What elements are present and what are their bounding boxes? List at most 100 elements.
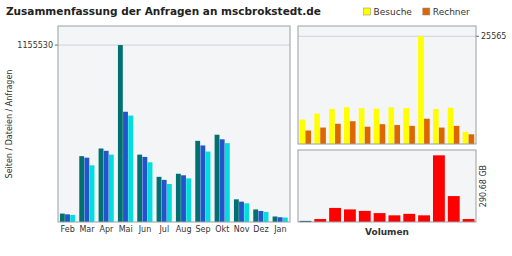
title: Zusammenfassung der Anfragen an mscbroks… xyxy=(6,5,321,17)
x-tick-label: Jan xyxy=(273,225,286,234)
bar xyxy=(162,180,167,222)
bar xyxy=(418,215,430,222)
legend-label: Besuche xyxy=(374,7,413,17)
bar xyxy=(234,199,239,222)
bar xyxy=(359,108,365,144)
bar xyxy=(123,112,128,222)
bar xyxy=(409,126,415,144)
bar xyxy=(70,215,75,222)
bar xyxy=(403,214,415,222)
bar xyxy=(350,121,356,144)
bar xyxy=(206,152,211,222)
x-tick-label: Feb xyxy=(61,225,75,234)
x-tick-label: Mar xyxy=(79,225,95,234)
bar xyxy=(335,124,341,144)
bar xyxy=(403,108,409,144)
chart-root: 1155530 Feb Mar Apr Mai Jun Jul AugSep Okt NovDez… xyxy=(0,0,512,256)
x-tick-label: Mai xyxy=(119,225,133,234)
grid-line xyxy=(298,36,476,37)
bar xyxy=(329,208,341,222)
bar xyxy=(200,145,205,222)
bar xyxy=(148,162,153,222)
y-axis-label: 290.68 GB xyxy=(479,165,488,207)
bars xyxy=(299,36,474,144)
bar xyxy=(329,109,335,144)
x-tick-label: Okt xyxy=(215,225,229,234)
chart-1: 25565 Rechner Besuche xyxy=(298,7,506,144)
plot-frame xyxy=(298,26,476,144)
bar xyxy=(469,134,475,144)
legend-label: Rechner xyxy=(433,7,470,17)
bar xyxy=(60,214,65,222)
bar xyxy=(433,155,445,222)
bar xyxy=(418,36,424,144)
bar xyxy=(273,216,278,222)
bar xyxy=(137,155,142,222)
bar xyxy=(448,108,454,144)
bar xyxy=(264,212,269,222)
bar xyxy=(463,132,469,144)
bar xyxy=(320,128,326,144)
bar xyxy=(157,177,162,222)
legend: Rechner Besuche xyxy=(364,7,470,17)
plot-area xyxy=(298,150,476,222)
bar xyxy=(314,114,320,144)
x-tick-label: Jun xyxy=(138,225,152,234)
x-tick-label: Dez xyxy=(253,225,268,234)
background xyxy=(0,0,512,256)
bar xyxy=(439,128,445,144)
bar xyxy=(380,124,386,144)
legend-swatch xyxy=(423,8,430,15)
bar xyxy=(374,109,380,144)
bar xyxy=(454,126,460,144)
x-tick-label: Nov xyxy=(234,225,250,234)
bar xyxy=(215,135,220,222)
bar xyxy=(244,203,249,222)
bar xyxy=(388,107,394,144)
chart-0: 1155530 Feb Mar Apr Mai Jun Jul AugSep Okt NovDez… xyxy=(5,5,321,234)
bar xyxy=(394,125,400,144)
x-tick-label: Apr xyxy=(99,225,114,234)
bar xyxy=(79,156,84,222)
legend-swatch xyxy=(364,8,371,15)
y-tick-label: 25565 xyxy=(481,32,506,41)
plot-area xyxy=(298,26,476,144)
bar xyxy=(359,211,371,222)
x-tick-label: Jul xyxy=(159,225,170,234)
bar xyxy=(128,116,133,222)
bar xyxy=(283,218,288,222)
bar xyxy=(65,214,70,222)
bar xyxy=(186,178,191,222)
plot-frame xyxy=(58,26,290,222)
plot-area xyxy=(58,26,290,222)
bar xyxy=(239,202,244,222)
bar xyxy=(344,107,350,144)
bar xyxy=(84,158,89,222)
bar xyxy=(118,45,123,222)
bars xyxy=(60,45,288,222)
bar xyxy=(167,184,172,222)
y-tick-label: 1155530 xyxy=(17,41,53,50)
bar xyxy=(278,217,283,222)
bar xyxy=(299,120,305,144)
bar xyxy=(258,211,263,222)
x-tick-label: Sep xyxy=(195,225,210,234)
bar xyxy=(142,157,147,222)
chart-2: 290.68 GB Volumen xyxy=(298,150,488,237)
bar xyxy=(374,213,386,222)
bar xyxy=(220,139,225,222)
bar xyxy=(448,196,460,222)
bar xyxy=(90,165,95,222)
bar xyxy=(99,149,104,223)
bar xyxy=(433,109,439,144)
bar xyxy=(225,143,230,222)
bar xyxy=(253,209,258,222)
bar xyxy=(181,175,186,222)
x-tick-label: Aug xyxy=(176,225,192,234)
bars xyxy=(299,155,474,222)
bar xyxy=(109,155,114,222)
bar xyxy=(104,151,109,222)
x-axis-label: Volumen xyxy=(365,227,409,237)
bar xyxy=(176,174,181,222)
bar xyxy=(365,127,371,144)
